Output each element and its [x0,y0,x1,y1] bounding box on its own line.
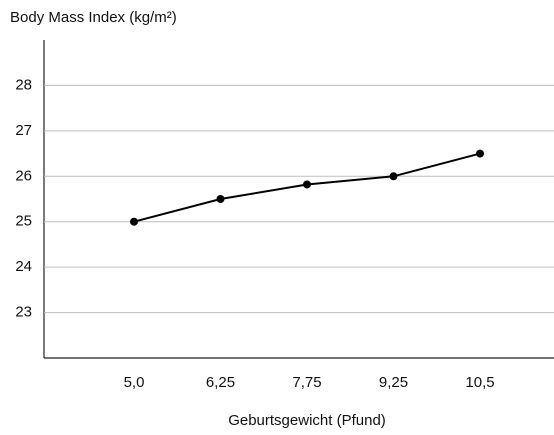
y-tick-label: 24 [15,258,32,275]
y-tick-label: 23 [15,304,32,321]
point [130,217,138,226]
x-axis-title: Geburtsgewicht (Pfund) [228,412,386,429]
y-tick-label: 26 [15,167,32,184]
y-tick-label: 25 [15,213,32,230]
x-tick-label: 5,0 [124,374,145,391]
point [216,195,225,203]
point [476,149,484,158]
y-tick-label: 28 [15,76,32,93]
y-tick-label: 27 [15,122,32,139]
x-tick-label: 10,5 [465,374,494,391]
point [303,180,311,189]
point [389,172,398,181]
x-tick-label: 6,25 [206,374,235,391]
x-tick-label: 7,75 [292,374,321,391]
x-tick-label: 9,25 [379,374,408,391]
y-axis-title: Body Mass Index (kg/m²) [10,9,177,26]
